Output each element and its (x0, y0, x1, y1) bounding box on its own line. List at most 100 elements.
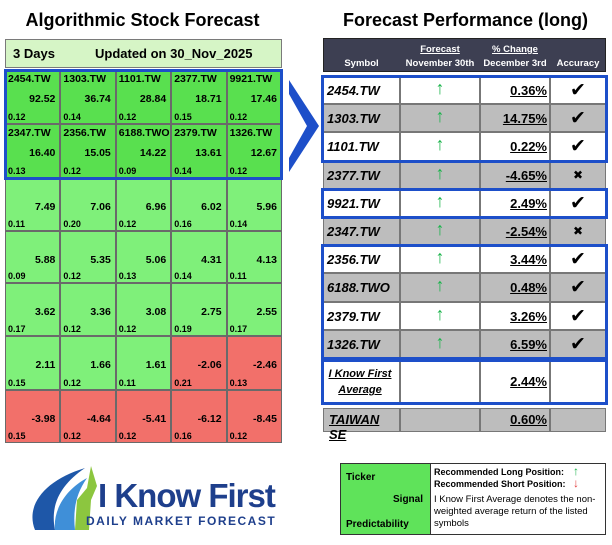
signal: 5.88 (34, 254, 56, 266)
predictability: 0.17 (8, 324, 26, 334)
signal: -3.98 (31, 413, 56, 425)
header-symbol: Symbol (344, 58, 379, 69)
symbol: 1101.TW (327, 139, 379, 155)
predictability: 0.12 (118, 324, 137, 334)
signal: 3.08 (145, 306, 167, 318)
ticker: 2379.TW (174, 127, 217, 139)
benchmark-cell (323, 408, 400, 432)
change: 2.49% (510, 195, 547, 211)
predictability: 0.12 (229, 112, 248, 122)
predictability: 0.12 (63, 166, 81, 176)
header-change: % Change (492, 44, 538, 55)
header-row (323, 38, 606, 72)
ticker: 9921.TW (229, 73, 273, 85)
average-change: 2.44% (510, 374, 547, 389)
grid-cell: 9921.TW 17.46 0.12 (226, 70, 282, 124)
forecast-icon: ↑ (435, 331, 445, 352)
accuracy: ✖ (572, 224, 584, 238)
signal: 1.66 (90, 359, 111, 371)
average-cell (480, 361, 550, 403)
accuracy: ✔ (570, 277, 586, 299)
grid-cell: 4.13 0.11 (226, 231, 282, 283)
signal: 5.96 (256, 201, 277, 213)
grid-cell: 3.08 0.12 (115, 283, 172, 336)
predictability: 0.11 (8, 219, 26, 229)
perf-cell (550, 301, 606, 330)
signal: 7.06 (90, 201, 111, 213)
signal: 7.49 (34, 201, 56, 213)
legend-cell (341, 464, 431, 534)
perf-cell (480, 76, 550, 105)
grid-cell: 6.96 0.12 (115, 178, 172, 231)
legend-note: I Know First Average denotes the non-wei… (434, 494, 596, 529)
signal: 15.05 (84, 147, 111, 159)
symbol: 2377.TW (327, 167, 380, 183)
symbol: 2356.TW (327, 252, 380, 268)
perf-cell (323, 273, 400, 302)
legend-predictability: Predictability (346, 519, 409, 530)
highlight-box (321, 187, 608, 219)
average-cell (323, 361, 400, 403)
logo-tagline: Daily Market Forecast (86, 514, 277, 528)
predictability: 0.20 (63, 219, 81, 229)
predictability: 0.14 (229, 219, 248, 229)
legend-short: Recommended Short Position: (434, 479, 566, 489)
grid-cell: 2.75 0.19 (171, 283, 227, 336)
grid-cell: 5.06 0.13 (115, 231, 172, 283)
symbol: 2347.TW (327, 224, 380, 239)
predictability: 0.09 (8, 271, 26, 281)
grid-cell: 1303.TW 36.74 0.14 (60, 70, 116, 124)
grid-cell: 7.06 0.20 (60, 178, 116, 231)
grid-cell: 3.62 0.17 (5, 283, 61, 336)
perf-cell (400, 188, 480, 217)
header-change-date: December 3rd (483, 58, 547, 69)
predictability: 0.15 (8, 431, 26, 441)
perf-cell (323, 76, 400, 105)
predictability: 0.14 (63, 112, 81, 122)
signal: 16.40 (29, 147, 56, 159)
symbol: 6188.TWO (327, 280, 390, 296)
perf-cell (550, 160, 606, 189)
signal: 2.75 (201, 306, 222, 318)
perf-cell (550, 329, 606, 358)
benchmark-cell (550, 408, 606, 432)
left-title: Algorithmic Stock Forecast (25, 10, 260, 30)
grid-cell: -5.41 0.12 (115, 390, 172, 443)
legend-ticker: Ticker (346, 472, 376, 483)
perf-cell (480, 273, 550, 302)
ticker: 1303.TW (63, 73, 106, 85)
grid-cell: 6.02 0.16 (171, 178, 227, 231)
predictability: 0.15 (8, 378, 26, 388)
grid-cell: 1.61 0.11 (115, 336, 172, 390)
grid-cell: 2379.TW 13.61 0.14 (171, 124, 227, 178)
grid-cell: -3.98 0.15 (5, 390, 61, 443)
accuracy: ✔ (570, 136, 586, 158)
signal: 2.11 (35, 359, 56, 371)
predictability: 0.13 (229, 378, 248, 388)
predictability: 0.12 (118, 219, 137, 229)
signal: 12.67 (250, 147, 277, 159)
symbol: 1326.TW (327, 336, 380, 352)
grid-cell: 2377.TW 18.71 0.15 (171, 70, 227, 124)
predictability: 0.12 (8, 112, 26, 122)
accuracy: ✔ (570, 305, 586, 327)
forecast-icon: ↑ (435, 275, 445, 296)
perf-cell (400, 76, 480, 105)
benchmark-change: 0.60% (510, 412, 547, 427)
predictability: 0.09 (118, 166, 137, 176)
signal: 36.74 (84, 93, 111, 105)
perf-cell (400, 104, 480, 133)
signal: 18.71 (195, 93, 222, 105)
signal: -5.41 (142, 413, 167, 425)
ticker: 2356.TW (63, 127, 106, 139)
change: 0.22% (510, 139, 547, 155)
forecast-icon: ↑ (435, 247, 445, 268)
ticker: 1101.TW (118, 73, 161, 85)
predictability: 0.19 (174, 324, 192, 334)
change: 3.26% (510, 308, 547, 324)
header-forecast: Forecast (420, 44, 460, 55)
highlight-box (321, 244, 608, 360)
symbol: 2454.TW (327, 83, 380, 98)
signal: 28.84 (139, 93, 167, 105)
perf-cell (400, 273, 480, 302)
